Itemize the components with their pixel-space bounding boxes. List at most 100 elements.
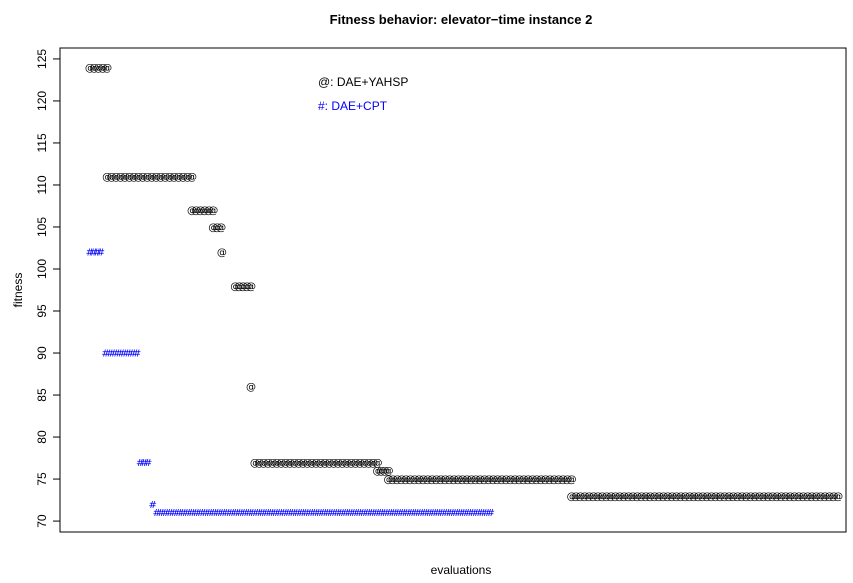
data-point: # [368,508,376,519]
data-point: # [372,508,380,519]
data-point: @ [324,458,334,469]
y-tick-label-105: 105 [35,217,49,237]
data-point: @ [384,466,394,477]
data-point: @ [376,466,386,477]
data-point: @ [798,491,808,502]
data-point: @ [475,475,485,486]
data-point: # [390,508,398,519]
data-point: @ [116,172,126,183]
chart-title: Fitness behavior: elevator−time instance… [330,12,593,27]
data-point: # [245,508,253,519]
data-point: @ [316,458,326,469]
data-point: @ [436,475,446,486]
data-point: # [232,508,240,519]
data-point: @ [772,491,782,502]
data-point: @ [373,458,383,469]
data-point: @ [645,491,655,502]
data-point: @ [676,491,686,502]
data-point: # [447,508,455,519]
data-point: # [110,349,118,360]
data-point: @ [364,458,374,469]
data-point: # [267,508,275,519]
data-point: @ [160,172,170,183]
y-tick-label-70: 70 [35,514,49,528]
data-point: @ [133,172,143,183]
data-point: # [183,508,191,519]
data-point: @ [246,382,256,393]
data-point: # [412,508,420,519]
data-point: @ [755,491,765,502]
data-point: # [170,508,178,519]
data-point: @ [554,475,564,486]
series-layer: @@@@@@@@@@@@@@@@@@@@@@@@@@@@@@@@@@@@@@@@… [85,63,843,519]
data-point: # [133,349,141,360]
data-point: @ [763,491,773,502]
data-point: @ [174,172,184,183]
data-point: @ [615,491,625,502]
data-point: # [115,349,123,360]
data-point: @ [558,475,568,486]
y-tick-label-115: 115 [35,133,49,152]
data-point: # [460,508,468,519]
data-point: @ [124,172,134,183]
data-point: @ [418,475,428,486]
data-point: @ [816,491,826,502]
data-point: @ [519,475,529,486]
data-point: # [152,508,160,519]
data-point: @ [342,458,352,469]
data-point: @ [693,491,703,502]
legend-entry-cpt: #: DAE+CPT [318,99,388,113]
data-point: # [385,508,393,519]
data-point: @ [254,458,264,469]
data-point: @ [85,63,95,74]
data-point: @ [667,491,677,502]
data-point: @ [706,491,716,502]
data-point: @ [111,172,121,183]
y-axis: 70 75 80 85 90 95 100 105 110 115 120 125 [35,49,61,528]
data-point: # [478,508,486,519]
data-point: @ [147,172,157,183]
data-point: @ [663,491,673,502]
data-point: @ [680,491,690,502]
data-point: @ [289,458,299,469]
data-point: # [149,500,157,511]
data-point: @ [285,458,295,469]
data-point: # [144,458,152,469]
data-point: # [214,508,222,519]
data-point: @ [776,491,786,502]
data-point: @ [807,491,817,502]
data-point: # [355,508,363,519]
data-point: @ [580,491,590,502]
data-point: # [236,508,244,519]
data-point: @ [497,475,507,486]
data-point: @ [462,475,472,486]
data-point: # [196,508,204,519]
data-point: @ [536,475,546,486]
data-point: # [434,508,442,519]
data-point: @ [641,491,651,502]
data-point: # [302,508,310,519]
data-point: @ [272,458,282,469]
data-point: @ [263,458,273,469]
data-point: @ [471,475,481,486]
data-point: @ [267,458,277,469]
data-point: # [101,349,109,360]
data-point: # [456,508,464,519]
data-point: @ [733,491,743,502]
data-point: @ [129,172,139,183]
data-point: @ [307,458,317,469]
data-point: @ [216,222,226,233]
y-tick-label-75: 75 [35,472,49,486]
data-point: @ [685,491,695,502]
data-point: @ [200,206,210,217]
data-point: @ [575,491,585,502]
y-tick-label-100: 100 [35,259,49,279]
data-point: @ [250,458,260,469]
data-point: @ [187,206,197,217]
data-point: # [469,508,477,519]
data-point: # [157,508,165,519]
data-point: @ [405,475,415,486]
data-point: @ [789,491,799,502]
data-point: @ [414,475,424,486]
